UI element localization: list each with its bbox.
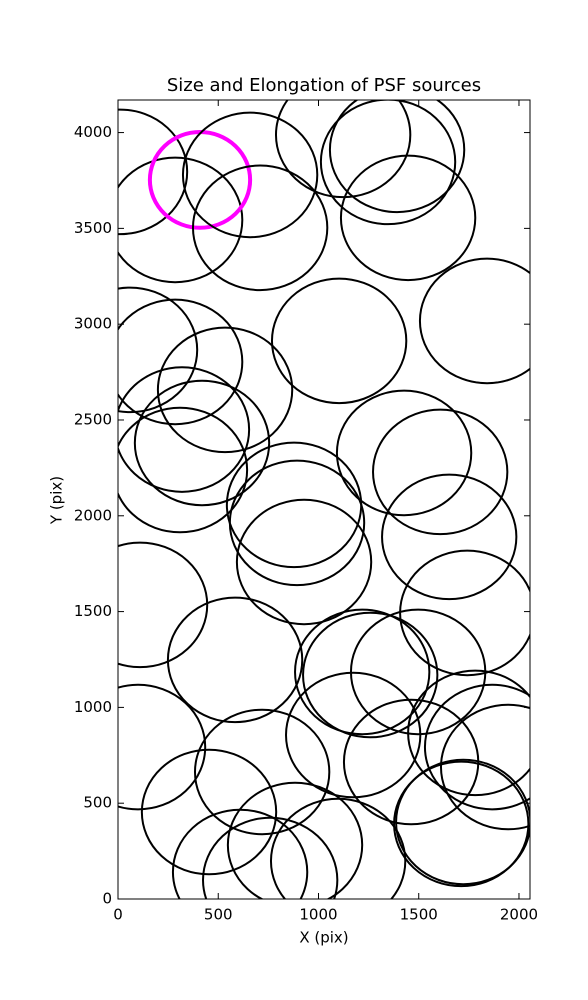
- psf-ellipse: [381, 473, 518, 601]
- x-axis-label: X (pix): [299, 929, 348, 947]
- psf-ellipse: [118, 156, 244, 284]
- psf-ellipse: [407, 669, 530, 797]
- y-tick-label: 0: [102, 890, 112, 908]
- psf-ellipse: [156, 326, 294, 454]
- psf-ellipse: [319, 100, 457, 226]
- y-tick-label: 2000: [74, 506, 112, 524]
- psf-ellipse: [335, 389, 473, 517]
- x-tick-label: 0: [113, 906, 123, 924]
- psf-ellipse: [269, 797, 407, 899]
- psf-ellipse: [285, 671, 422, 799]
- psf-ellipse: [202, 816, 339, 899]
- psf-ellipse: [118, 108, 189, 236]
- psf-ellipse: [118, 683, 207, 811]
- psf-ellipse: [399, 549, 530, 677]
- psf-ellipse: [181, 111, 319, 239]
- x-tick-label: 1000: [299, 906, 337, 924]
- chart-title: Size and Elongation of PSF sources: [167, 75, 481, 96]
- psf-ellipse: [118, 541, 209, 669]
- psf-ellipse: [395, 758, 530, 886]
- psf-ellipse: [440, 703, 530, 831]
- psf-ellipse: [166, 596, 304, 724]
- psf-ellipse: [423, 683, 530, 811]
- psf-ellipse: [118, 286, 199, 414]
- psf-ellipse: [418, 257, 530, 385]
- psf-ellipse: [294, 608, 431, 736]
- y-axis-label: Y (pix): [48, 476, 66, 525]
- psf-ellipse: [393, 760, 530, 888]
- psf-ellipse: [235, 498, 373, 626]
- plot-area: [118, 100, 530, 899]
- psf-ellipse: [140, 748, 278, 876]
- y-tick-label: 3500: [74, 219, 112, 237]
- psf-ellipse: [191, 164, 329, 292]
- psf-ellipse: [270, 277, 408, 405]
- x-tick-label: 500: [204, 906, 233, 924]
- y-tick-label: 3000: [74, 315, 112, 333]
- plot-frame: [117, 99, 531, 900]
- psf-ellipse: [226, 781, 364, 899]
- psf-ellipse: [118, 366, 251, 493]
- y-tick-label: 4000: [74, 123, 112, 141]
- psf-ellipse: [275, 100, 412, 199]
- psf-ellipse: [118, 406, 249, 534]
- psf-ellipse: [118, 298, 244, 426]
- psf-ellipse: [302, 611, 439, 739]
- psf-ellipse: [339, 154, 477, 282]
- psf-ellipse: [147, 129, 253, 230]
- y-tick-label: 1500: [74, 602, 112, 620]
- x-tick-label: 1500: [400, 906, 438, 924]
- psf-ellipse: [133, 379, 271, 507]
- psf-ellipse: [372, 408, 509, 536]
- y-tick-label: 2500: [74, 410, 112, 428]
- psf-ellipse: [228, 459, 366, 587]
- x-tick-label: 2000: [500, 906, 538, 924]
- y-tick-label: 1000: [74, 698, 112, 716]
- y-tick-label: 500: [83, 794, 112, 812]
- psf-ellipse: [328, 100, 466, 214]
- psf-ellipse: [193, 708, 331, 836]
